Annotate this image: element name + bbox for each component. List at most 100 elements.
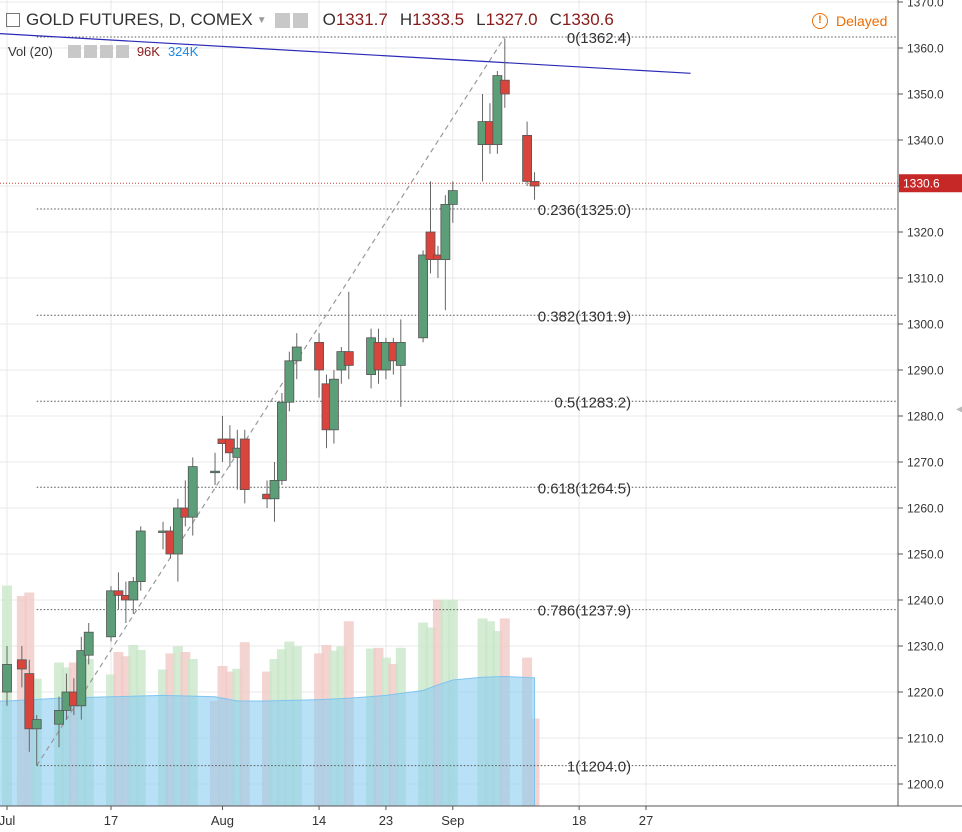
time-tick-label: 14 [312,813,326,828]
candle-up [395,341,406,366]
candle-up [76,650,87,707]
volume-value: 96K [136,44,160,59]
candle-up [210,470,220,474]
volume-ma-value: 324K [167,44,199,59]
volume-legend: Vol (20) 96K 324K [8,44,198,59]
candle-up [440,203,451,260]
price-tick-label: 1310.0 [907,272,944,286]
candle-down [24,673,35,730]
time-tick-label: 18 [572,813,586,828]
fib-level-label: 0.382(1301.9) [538,308,631,325]
symbol-title[interactable]: GOLD FUTURES, D, COMEX [26,10,253,29]
fib-level-label: 0(1362.4) [567,30,631,47]
fibonacci-retracement[interactable]: 0(1362.4) 0.236(1325.0) 0.382(1301.9) 0.5(1… [0,30,898,776]
candle-up [269,479,280,500]
ohlc-low: L1327.0 [476,10,537,30]
candle-up [291,346,302,362]
low-label: L [476,10,486,29]
trend-line[interactable] [0,32,691,74]
candle-up [277,401,287,481]
price-tick-label: 1240.0 [907,594,944,608]
close-icon[interactable] [115,45,129,58]
fib-level-label: 1(1204.0) [567,759,631,776]
fib-level-label: 0.236(1325.0) [538,202,631,219]
price-tick-label: 1230.0 [907,640,944,654]
time-tick-label: Jul [0,813,15,828]
side-panel-handle-icon[interactable]: ◀ [956,404,962,415]
candle-down [239,438,250,490]
price-tick-label: 1260.0 [907,502,944,516]
candle-up [187,466,198,518]
open-label: O [322,10,336,29]
candle-up [172,507,183,555]
candle-down [314,341,324,371]
candle-up [83,631,94,656]
gear-icon[interactable] [292,12,308,28]
gear-icon[interactable] [83,45,97,58]
price-tick-label: 1370.0 [907,0,944,10]
symbol-legend: GOLD FUTURES, D, COMEX ▼ O1331.7 H1333.5… [6,10,614,30]
candle-up [128,581,139,601]
high-label: H [399,10,413,29]
ohlc-high: H1333.5 [400,10,464,30]
time-tick-label: Sep [441,813,464,828]
fib-trend-line[interactable] [36,36,506,766]
low-value: 1327.0 [485,10,538,29]
candle-up [106,590,116,638]
time-axis[interactable]: Jul 17 Aug 14 23 Sep 18 27 [0,805,962,828]
candle-up [2,664,12,693]
ohlc-close: C1330.6 [550,10,614,30]
eye-icon[interactable] [274,12,290,28]
price-tick-label: 1210.0 [907,732,944,746]
ohlc-open: O1331.7 [323,10,388,30]
candle-up [284,360,295,403]
price-tick-label: 1220.0 [907,686,944,700]
fib-level-label: 0.5(1283.2) [554,394,631,411]
price-tick-label: 1280.0 [907,410,944,424]
candle-down [425,231,436,261]
price-tick-label: 1250.0 [907,548,944,562]
candle-up [54,710,64,725]
candle-down [529,180,540,187]
exclamation-circle-icon: ! [812,13,828,29]
candle-down [16,659,27,670]
volume-label[interactable]: Vol (20) [8,44,53,59]
time-tick-label: 27 [639,813,653,828]
candle-up [31,719,42,730]
plus-icon[interactable] [99,45,113,58]
candle-down [522,134,532,182]
candle-up [418,254,428,339]
price-tick-label: 1320.0 [907,226,944,240]
close-value: 1330.6 [561,10,614,29]
eye-icon[interactable] [67,45,81,58]
price-tick-label: 1290.0 [907,364,944,378]
chevron-down-icon[interactable]: ▼ [256,14,267,26]
high-value: 1333.5 [412,10,465,29]
price-tick-label: 1340.0 [907,134,944,148]
candle-down [499,79,510,95]
fib-level-label: 0.618(1264.5) [538,480,631,497]
delayed-status[interactable]: ! Delayed [812,13,887,29]
price-tick-label: 1300.0 [907,318,944,332]
last-price-label: 1330.6 [903,177,940,191]
candle-up [492,75,503,145]
last-price-badge[interactable] [899,174,962,193]
candle-up [135,530,146,582]
candle-down [113,590,124,596]
delayed-label: Delayed [836,13,888,29]
time-tick-label: 23 [379,813,393,828]
collapse-toggle-icon[interactable] [6,13,20,27]
price-tick-label: 1270.0 [907,456,944,470]
price-tick-label: 1360.0 [907,42,944,56]
price-axis[interactable]: 1200.0 1210.0 1220.0 1230.0 1240.0 1250.0 1260… [897,0,962,806]
candle-down [224,438,235,454]
price-tick-label: 1350.0 [907,88,944,102]
open-value: 1331.7 [335,10,388,29]
candle-down [343,351,354,366]
candles [2,38,540,766]
close-label: C [549,10,562,29]
candle-up [329,378,339,431]
time-tick-label: Aug [211,813,234,828]
